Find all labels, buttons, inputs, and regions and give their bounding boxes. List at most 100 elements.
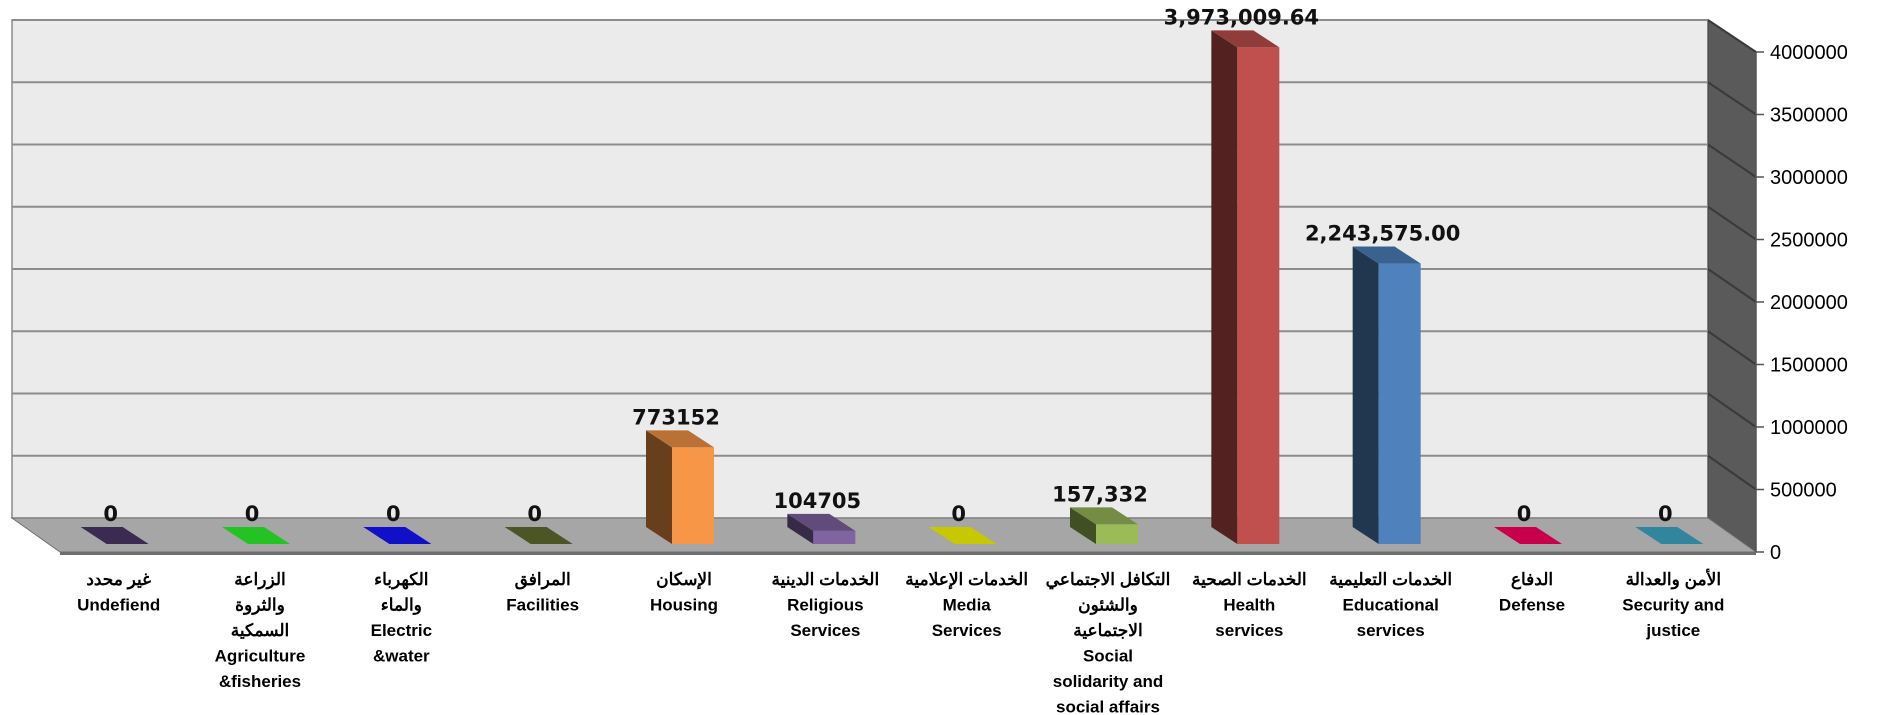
bar-top: [1070, 507, 1138, 525]
bar-group: 0: [1494, 502, 1562, 544]
data-label: 0: [1658, 502, 1673, 526]
x-tick-label: Social: [1083, 647, 1133, 666]
bar-side: [1070, 507, 1096, 544]
bar-group: 157,332: [1052, 482, 1148, 544]
bar: [1237, 47, 1280, 545]
bar: [813, 530, 856, 544]
data-label: 2,243,575.00: [1305, 222, 1460, 246]
data-label: 0: [386, 502, 401, 526]
plot-area: [11, 19, 1757, 553]
data-label: 0: [103, 502, 118, 526]
x-tick-label: والماء: [381, 596, 422, 616]
x-tick-label: Housing: [650, 596, 718, 615]
bar-group: 773152: [632, 405, 720, 544]
x-tick-label: social affairs: [1056, 698, 1160, 715]
x-tick-label: Defense: [1499, 596, 1565, 615]
x-tick-label: services: [1215, 621, 1283, 640]
bar-group: 0: [1635, 502, 1704, 544]
bar-top: [1352, 246, 1421, 264]
x-tick-label: الخدمات الدينية: [771, 570, 879, 589]
bar-group: 3,973,009.64: [1164, 5, 1319, 545]
y-tick-label: 500000: [1770, 480, 1837, 502]
x-tick-label: الزراعة: [234, 570, 285, 590]
x-tick-label: Undefiend: [77, 596, 160, 615]
data-label: 0: [951, 502, 966, 526]
bar-side: [646, 430, 672, 544]
x-tick-label: Media: [943, 596, 992, 615]
x-tick-label: السمكية: [231, 621, 290, 640]
x-tick-label: solidarity and: [1053, 672, 1164, 691]
bar-group: 0: [363, 502, 432, 544]
y-tick-label: 0: [1770, 542, 1781, 564]
floor-edge: [60, 552, 1756, 555]
x-tick-label: غير محدد: [86, 570, 151, 590]
x-tick-label: &water: [373, 647, 430, 666]
x-tick-label: والشئون: [1078, 596, 1138, 616]
data-label: 773152: [632, 405, 720, 429]
bar-top: [504, 527, 573, 544]
bar-top: [1635, 527, 1704, 544]
bar-top: [928, 527, 997, 544]
bar-group: 0: [504, 502, 573, 544]
x-tick-label: الكهرباء: [374, 570, 428, 590]
x-tick-label: Facilities: [506, 596, 579, 615]
x-tick-label: Services: [790, 621, 860, 640]
data-label: 0: [245, 502, 260, 526]
bar-side: [1352, 246, 1379, 544]
bar: [1096, 524, 1138, 544]
y-tick-label: 1500000: [1770, 355, 1848, 377]
bar-side: [787, 513, 814, 544]
x-tick-label: &fisheries: [219, 672, 301, 691]
bar-group: 0: [80, 502, 149, 544]
data-label: 104705: [773, 489, 861, 513]
gridline-side: [1707, 19, 1757, 53]
gridline-side: [1707, 454, 1757, 491]
bar-top: [1494, 527, 1562, 544]
y-tick-label: 3500000: [1770, 105, 1848, 127]
x-tick-label: services: [1357, 621, 1425, 640]
y-tick-label: 4000000: [1770, 42, 1848, 64]
bar-top: [363, 527, 432, 544]
bar-side: [1211, 30, 1238, 545]
bar-top: [646, 430, 714, 448]
x-tick-label: التكافل الاجتماعي: [1046, 570, 1171, 590]
chart-floor: [10, 517, 1758, 555]
bar-top: [222, 527, 290, 544]
bar-group: 0: [222, 502, 290, 544]
x-tick-label: Services: [932, 621, 1002, 640]
x-tick-label: الأمن والعدالة: [1626, 568, 1721, 590]
x-tick-label: Religious: [787, 596, 864, 615]
x-tick-label: الخدمات الإعلامية: [905, 570, 1028, 590]
x-tick-label: الدفاع: [1511, 570, 1553, 590]
gridline-side: [1707, 205, 1757, 241]
x-tick-label: Electric: [371, 621, 432, 640]
x-tick-label: justice: [1645, 621, 1700, 640]
y-tick-label: 2500000: [1770, 230, 1848, 252]
bar-group: 104705: [773, 489, 861, 544]
gridline-side: [1707, 330, 1757, 366]
data-label: 157,332: [1052, 482, 1148, 506]
data-label: 0: [527, 502, 542, 526]
data-label: 3,973,009.64: [1164, 5, 1319, 29]
bar: [1378, 263, 1421, 544]
bar-top: [1211, 30, 1280, 48]
x-tick-label: المرافق: [515, 570, 571, 590]
y-tick-label: 1000000: [1770, 417, 1848, 439]
bar-group: 0: [928, 502, 997, 544]
x-tick-label: الخدمات الصحية: [1192, 570, 1307, 589]
bar: [672, 447, 714, 544]
x-tick-label: الإسكان: [656, 570, 712, 590]
x-tick-label: والثروة: [235, 596, 285, 616]
x-tick-label: Health: [1223, 596, 1275, 615]
x-tick-label: Security and: [1622, 596, 1724, 615]
bars: 0 0 0 0 773152 104705 0 157,332 3,973,009.64 2,24…: [80, 5, 1704, 545]
y-tick-label: 3000000: [1770, 167, 1848, 189]
x-tick-label: Educational: [1342, 596, 1438, 615]
gridlines: [12, 19, 1757, 491]
data-label: 0: [1517, 502, 1532, 526]
x-tick-label: الاجتماعية: [1073, 621, 1142, 640]
bar-group: 2,243,575.00: [1305, 222, 1460, 544]
y-tick-label: 2000000: [1770, 292, 1848, 314]
gridline-side: [1707, 143, 1757, 178]
